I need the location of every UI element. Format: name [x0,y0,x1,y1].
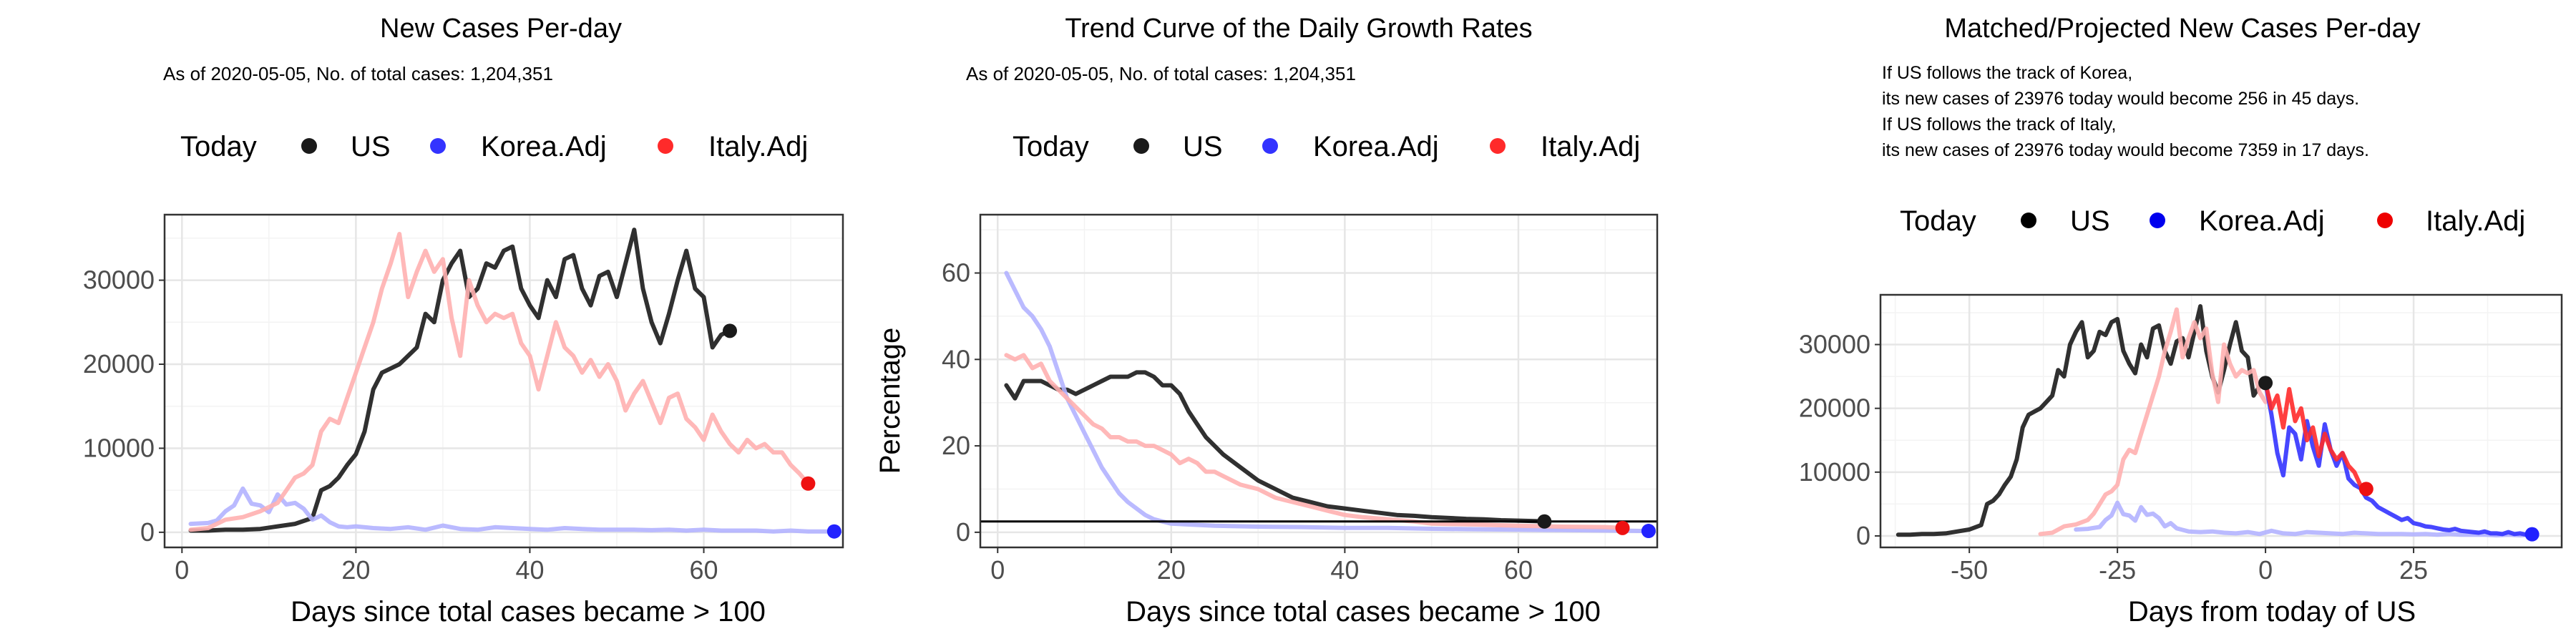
y-tick-label: 20000 [1799,394,1870,423]
plot-background [980,215,1657,547]
today-point-korea-adj [1641,524,1656,539]
chart-3-x-axis-label: Days from today of US [2128,596,2416,628]
chart-2-legend-korea: Korea.Adj [1313,131,1439,162]
x-tick-label: 20 [1157,555,1186,585]
legend-us-marker [1133,138,1149,154]
series-line-korea-adj [1004,270,1651,534]
chart-1: New Cases Per-day As of 2020-05-05, No. … [83,14,844,628]
chart-3-note-line: If US follows the track of Korea, [1882,63,2132,83]
legend-italy-marker [1490,138,1506,154]
x-tick-label: 60 [1504,555,1533,585]
chart-3-legend-italy: Italy.Adj [2426,205,2525,237]
chart-2-y-axis-label: Percentage [874,328,906,474]
today-point-italy-adj [2358,482,2373,497]
chart-1-legend-title: Today [180,131,257,162]
y-tick-label: 20000 [83,349,155,379]
series-line-italy-adj [2263,381,2368,492]
today-point-us [2258,376,2273,391]
series-line-korea-adj-matched- [2074,500,2534,538]
chart-1-subtitle: As of 2020-05-05, No. of total cases: 1,… [163,63,553,84]
series-line-italy-adj [188,232,811,532]
x-tick-label: -50 [1951,555,1988,585]
chart-3-title: Matched/Projected New Cases Per-day [1944,14,2420,44]
chart-1-plot: 0 20 40 60 0 10000 20000 30000 [83,213,844,585]
x-tick-label: 0 [2258,555,2273,585]
today-point-korea-adj [2524,527,2540,542]
x-tick-label: -25 [2099,555,2136,585]
plot-border [1879,293,2563,549]
legend-us-marker [301,138,317,154]
y-tick-label: 30000 [1799,330,1870,359]
x-tick-label: 25 [2399,555,2428,585]
chart-1-x-axis-label: Days since total cases became > 100 [291,596,766,628]
chart-2-subtitle: As of 2020-05-05, No. of total cases: 1,… [966,63,1356,84]
chart-3-legend: Today US Korea.Adj Italy.Adj [1900,205,2525,237]
y-tick-label: 40 [942,344,970,374]
today-point-us [723,323,737,338]
chart-1-legend: Today US Korea.Adj Italy.Adj [180,131,808,162]
series-line-italy-adj-matched- [2038,307,2268,537]
x-tick-label: 40 [515,555,544,585]
chart-2-x-axis-label: Days since total cases became > 100 [1126,596,1601,628]
chart-3: Matched/Projected New Cases Per-day If U… [1799,14,2563,628]
x-tick-label: 20 [341,555,370,585]
today-point-us [1537,514,1552,529]
x-tick-label: 0 [175,555,189,585]
plot-background [1880,295,2562,547]
legend-korea-marker [1262,138,1278,154]
legend-korea-marker [2150,213,2165,228]
chart-3-note-line: its new cases of 23976 today would becom… [1882,89,2359,109]
chart-3-plot: -50 -25 0 25 0 10000 20000 30000 [1799,293,2563,585]
chart-1-title: New Cases Per-day [380,14,622,44]
y-tick-label: 60 [942,258,970,288]
series-line-us [188,228,732,533]
chart-3-note-line: its new cases of 23976 today would becom… [1882,140,2369,160]
y-tick-label: 0 [140,517,155,547]
chart-3-legend-us: US [2070,205,2110,237]
legend-korea-marker [430,138,446,154]
chart-3-legend-title: Today [1900,205,1976,237]
chart-1-legend-korea: Korea.Adj [481,131,607,162]
y-tick-label: 0 [1856,521,1870,550]
x-tick-label: 40 [1330,555,1359,585]
chart-1-legend-us: US [351,131,391,162]
chart-2-legend: Today US Korea.Adj Italy.Adj [1013,131,1640,162]
today-point-korea-adj [826,524,841,539]
y-tick-label: 20 [942,431,970,460]
chart-2: Trend Curve of the Daily Growth Rates As… [874,14,1659,628]
plot-border [163,213,844,549]
chart-1-legend-italy: Italy.Adj [708,131,808,162]
y-tick-label: 10000 [1799,457,1870,487]
chart-3-note-line: If US follows the track of Italy, [1882,114,2116,135]
series-line-italy-adj [1004,353,1625,530]
legend-italy-marker [658,138,673,154]
today-point-italy-adj [1615,520,1630,535]
chart-2-legend-title: Today [1013,131,1089,162]
y-tick-label: 10000 [83,433,155,462]
chart-3-notes: If US follows the track of Korea, its ne… [1882,63,2369,160]
y-tick-label: 30000 [83,265,155,295]
legend-italy-marker [2377,213,2393,228]
chart-2-title: Trend Curve of the Daily Growth Rates [1065,14,1532,44]
legend-us-marker [2021,213,2036,228]
chart-2-plot: 0 20 40 60 0 20 40 60 [942,213,1659,585]
chart-3-legend-korea: Korea.Adj [2199,205,2325,237]
x-tick-label: 60 [690,555,718,585]
chart-2-legend-italy: Italy.Adj [1541,131,1640,162]
today-point-italy-adj [801,476,816,491]
plot-border [979,213,1659,549]
x-tick-label: 0 [990,555,1005,585]
series-line-us [1004,370,1547,524]
plot-background [165,215,843,547]
chart-2-legend-us: US [1183,131,1223,162]
y-tick-label: 0 [956,517,970,547]
